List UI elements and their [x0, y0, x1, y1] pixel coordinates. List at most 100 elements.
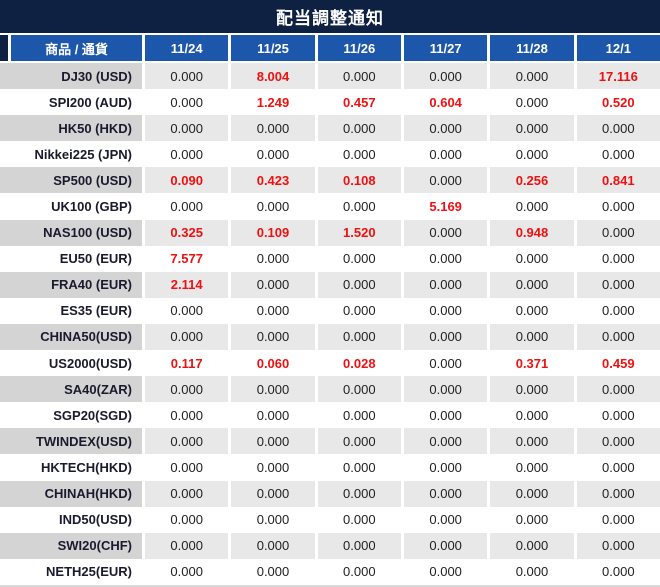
value-cell: 0.000 — [317, 141, 401, 168]
value-cell: 0.000 — [317, 271, 401, 298]
value-cell: 0.000 — [403, 141, 488, 168]
table-row: SP500 (USD) 0.090 0.423 0.108 0.000 0.256 0.84… — [0, 167, 660, 194]
table-row: TWINDEX(USD) 0.000 0.000 0.000 0.000 0.000 0.0… — [0, 428, 660, 455]
column-header-product-currency: 商品 / 通貨 — [0, 35, 142, 61]
value-cell: 1.249 — [231, 89, 315, 116]
value-cell: 0.000 — [317, 480, 401, 507]
value-cell: 0.000 — [576, 402, 660, 429]
table-row: DJ30 (USD) 0.000 8.004 0.000 0.000 0.000 17.11… — [0, 63, 660, 90]
value-cell: 0.000 — [576, 193, 660, 220]
value-cell: 0.000 — [145, 402, 229, 429]
value-cell: 0.000 — [576, 219, 660, 246]
value-cell: 0.000 — [145, 532, 229, 559]
value-cell: 0.000 — [145, 506, 229, 533]
column-header-date: 11/27 — [403, 35, 488, 61]
table-row: SWI20(CHF) 0.000 0.000 0.000 0.000 0.000 0.000 — [0, 532, 660, 559]
column-header-date: 12/1 — [576, 35, 660, 61]
value-cell: 0.325 — [145, 219, 229, 246]
product-label: ES35 (EUR) — [0, 297, 142, 324]
product-label: NETH25(EUR) — [0, 558, 142, 585]
value-cell: 0.000 — [145, 323, 229, 351]
value-cell: 0.000 — [145, 297, 229, 324]
table-row: FRA40 (EUR) 2.114 0.000 0.000 0.000 0.000 0.00… — [0, 271, 660, 298]
value-cell: 0.000 — [403, 532, 488, 559]
value-cell: 0.000 — [145, 376, 229, 403]
value-cell: 0.000 — [490, 402, 574, 429]
value-cell: 0.000 — [145, 428, 229, 455]
column-header-date: 11/25 — [231, 35, 315, 61]
product-label: IND50(USD) — [0, 506, 142, 533]
table-row: NAS100 (USD) 0.325 0.109 1.520 0.000 0.948 0.0… — [0, 219, 660, 246]
value-cell: 0.000 — [317, 532, 401, 559]
value-cell: 0.000 — [403, 297, 488, 324]
value-cell: 0.000 — [490, 63, 574, 90]
value-cell: 0.000 — [403, 350, 488, 377]
page-title: 配当調整通知 — [0, 0, 660, 33]
value-cell: 0.000 — [490, 480, 574, 507]
value-cell: 0.000 — [403, 271, 488, 298]
value-cell: 0.000 — [490, 323, 574, 351]
value-cell: 2.114 — [145, 271, 229, 298]
value-cell: 0.000 — [490, 271, 574, 298]
value-cell: 0.000 — [576, 480, 660, 507]
value-cell: 0.000 — [576, 245, 660, 272]
value-cell: 0.000 — [403, 115, 488, 142]
value-cell: 0.000 — [317, 376, 401, 403]
value-cell: 0.000 — [317, 115, 401, 142]
value-cell: 0.000 — [317, 63, 401, 90]
table-row: HK50 (HKD) 0.000 0.000 0.000 0.000 0.000 0.000 — [0, 115, 660, 142]
value-cell: 0.459 — [576, 350, 660, 377]
product-label: HK50 (HKD) — [0, 115, 142, 142]
value-cell: 0.000 — [145, 115, 229, 142]
table-row: US2000(USD) 0.117 0.060 0.028 0.000 0.371 0.45… — [0, 350, 660, 377]
product-label: DJ30 (USD) — [0, 63, 142, 90]
value-cell: 0.000 — [576, 454, 660, 481]
value-cell: 0.060 — [231, 350, 315, 377]
value-cell: 0.000 — [317, 297, 401, 324]
value-cell: 0.000 — [231, 532, 315, 559]
table-row: Nikkei225 (JPN) 0.000 0.000 0.000 0.000 0.000… — [0, 141, 660, 168]
value-cell: 0.000 — [576, 297, 660, 324]
table-row: EU50 (EUR) 7.577 0.000 0.000 0.000 0.000 0.000 — [0, 245, 660, 272]
product-label: SPI200 (AUD) — [0, 89, 142, 116]
value-cell: 0.000 — [231, 506, 315, 533]
column-header-date: 11/28 — [490, 35, 574, 61]
value-cell: 0.000 — [317, 245, 401, 272]
value-cell: 0.000 — [145, 454, 229, 481]
table-row: SGP20(SGD) 0.000 0.000 0.000 0.000 0.000 0.000 — [0, 402, 660, 429]
table-row: SPI200 (AUD) 0.000 1.249 0.457 0.604 0.000 0.5… — [0, 89, 660, 116]
value-cell: 1.520 — [317, 219, 401, 246]
value-cell: 0.000 — [231, 558, 315, 585]
table-row: ES35 (EUR) 0.000 0.000 0.000 0.000 0.000 0.000 — [0, 297, 660, 324]
value-cell: 0.000 — [231, 402, 315, 429]
value-cell: 8.004 — [231, 63, 315, 90]
table-body: DJ30 (USD) 0.000 8.004 0.000 0.000 0.000 17.11… — [0, 63, 660, 585]
value-cell: 0.000 — [231, 141, 315, 168]
value-cell: 0.000 — [490, 506, 574, 533]
value-cell: 0.000 — [231, 376, 315, 403]
value-cell: 0.000 — [231, 271, 315, 298]
table-row: CHINA50(USD) 0.000 0.000 0.000 0.000 0.000 0.0… — [0, 323, 660, 351]
value-cell: 0.000 — [576, 141, 660, 168]
table-row: SA40(ZAR) 0.000 0.000 0.000 0.000 0.000 0.000 — [0, 376, 660, 403]
value-cell: 0.000 — [403, 376, 488, 403]
product-label: SWI20(CHF) — [0, 532, 142, 559]
value-cell: 0.457 — [317, 89, 401, 116]
value-cell: 0.000 — [403, 402, 488, 429]
value-cell: 0.000 — [490, 428, 574, 455]
value-cell: 0.000 — [490, 454, 574, 481]
value-cell: 17.116 — [576, 63, 660, 90]
product-label: UK100 (GBP) — [0, 193, 142, 220]
value-cell: 0.000 — [576, 506, 660, 533]
value-cell: 0.000 — [231, 454, 315, 481]
value-cell: 0.000 — [231, 193, 315, 220]
table-row: CHINAH(HKD) 0.000 0.000 0.000 0.000 0.000 0.00… — [0, 480, 660, 507]
value-cell: 0.000 — [317, 402, 401, 429]
product-label: Nikkei225 (JPN) — [0, 141, 142, 168]
table-header-row: 商品 / 通貨 11/24 11/25 11/26 11/27 11/28 12/1 — [0, 35, 660, 61]
product-label: TWINDEX(USD) — [0, 428, 142, 455]
value-cell: 0.109 — [231, 219, 315, 246]
value-cell: 0.000 — [403, 63, 488, 90]
value-cell: 0.000 — [490, 141, 574, 168]
value-cell: 0.000 — [317, 454, 401, 481]
